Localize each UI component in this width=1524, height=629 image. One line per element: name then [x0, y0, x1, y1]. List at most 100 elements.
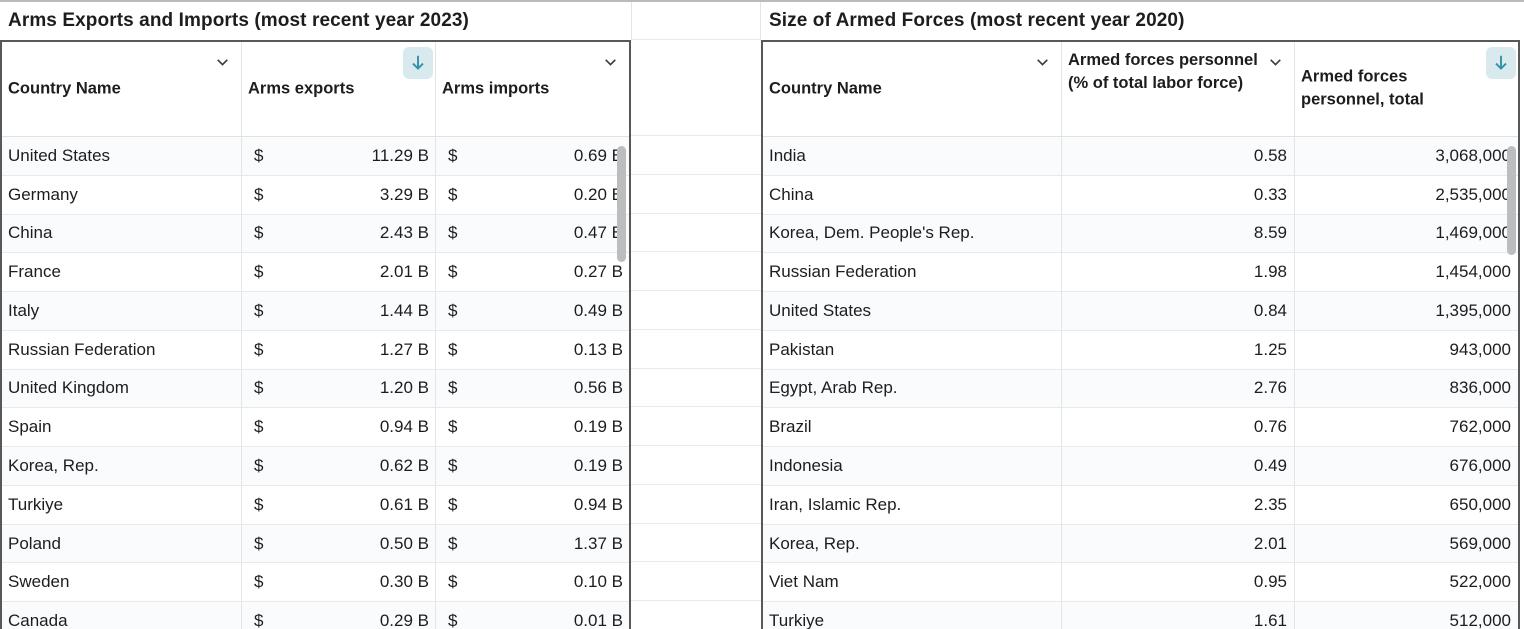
empty-sheet-column[interactable]: [631, 2, 761, 629]
table-cell[interactable]: 650,000: [1449, 494, 1511, 514]
table-cell[interactable]: Russian Federation: [763, 253, 1062, 292]
table-cell[interactable]: $0.47 B: [436, 215, 629, 253]
table-cell[interactable]: $0.30 B: [242, 563, 436, 602]
table-cell[interactable]: $0.10 B: [436, 563, 629, 601]
table-cell[interactable]: Spain: [2, 408, 242, 447]
header-personnel-total[interactable]: Armed forces personnel, total: [1295, 42, 1518, 136]
empty-sheet-cell[interactable]: [631, 368, 761, 408]
scrollbar-thumb[interactable]: [617, 146, 626, 262]
table-cell[interactable]: $0.01 B: [436, 602, 629, 629]
table-cell[interactable]: $3.29 B: [242, 175, 436, 214]
table-cell[interactable]: 2,535,000: [1435, 184, 1511, 204]
table-cell[interactable]: $1.27 B: [242, 330, 436, 369]
table-cell[interactable]: Korea, Dem. People's Rep.: [763, 214, 1062, 253]
table-cell[interactable]: United Kingdom: [2, 369, 242, 408]
chevron-down-icon[interactable]: [1034, 54, 1051, 71]
table-cell[interactable]: Korea, Rep.: [763, 524, 1062, 563]
empty-sheet-cell[interactable]: [631, 329, 761, 369]
table-cell[interactable]: $0.62 B: [242, 447, 436, 485]
table-cell[interactable]: Germany: [2, 175, 242, 214]
table-cell[interactable]: Turkiye: [2, 485, 242, 524]
table-cell[interactable]: $0.19 B: [436, 408, 629, 446]
table-cell[interactable]: Brazil: [763, 408, 1062, 447]
table-cell[interactable]: Egypt, Arab Rep.: [763, 369, 1062, 408]
sort-descending-icon[interactable]: [403, 47, 433, 79]
empty-sheet-cell[interactable]: [631, 174, 761, 214]
table-cell[interactable]: China: [763, 175, 1062, 214]
table-cell[interactable]: 8.59: [1062, 214, 1295, 253]
table-cell[interactable]: 0.84: [1062, 292, 1295, 330]
table-cell[interactable]: Korea, Rep.: [2, 447, 242, 485]
table-cell[interactable]: $0.94 B: [436, 486, 629, 524]
table-cell[interactable]: 2.01: [1062, 524, 1295, 563]
table-cell[interactable]: United States: [2, 137, 242, 175]
table-cell[interactable]: Russian Federation: [2, 330, 242, 369]
table-cell[interactable]: 569,000: [1449, 533, 1511, 553]
empty-sheet-cell[interactable]: [631, 407, 761, 447]
table-cell[interactable]: 1,469,000: [1435, 223, 1511, 243]
header-arms-imports[interactable]: Arms imports: [436, 42, 629, 136]
table-cell[interactable]: Poland: [2, 524, 242, 563]
sort-descending-icon[interactable]: [1486, 47, 1516, 79]
table-cell[interactable]: $0.49 B: [436, 292, 629, 330]
header-personnel-pct[interactable]: Armed forces personnel (% of total labor…: [1062, 42, 1295, 136]
table-cell[interactable]: 3,068,000: [1435, 145, 1511, 165]
table-cell[interactable]: $0.94 B: [242, 408, 436, 447]
empty-sheet-cell[interactable]: [631, 213, 761, 253]
table-cell[interactable]: 1.61: [1062, 602, 1295, 629]
table-cell[interactable]: Viet Nam: [763, 563, 1062, 602]
table-cell[interactable]: $2.43 B: [242, 214, 436, 253]
table-cell[interactable]: $0.19 B: [436, 447, 629, 485]
empty-sheet-cell[interactable]: [631, 40, 761, 136]
table-cell[interactable]: $0.56 B: [436, 370, 629, 408]
table-cell[interactable]: 0.49: [1062, 447, 1295, 485]
header-arms-exports[interactable]: Arms exports: [242, 42, 436, 136]
table-cell[interactable]: $0.20 B: [436, 176, 629, 214]
table-cell[interactable]: 1,395,000: [1435, 300, 1511, 320]
empty-sheet-cell[interactable]: [631, 136, 761, 175]
empty-sheet-cell[interactable]: [631, 523, 761, 563]
table-cell[interactable]: 522,000: [1449, 572, 1511, 592]
empty-sheet-cell[interactable]: [631, 562, 761, 602]
chevron-down-icon[interactable]: [214, 54, 231, 71]
empty-sheet-cell[interactable]: [631, 2, 761, 40]
table-cell[interactable]: 2.76: [1062, 369, 1295, 408]
table-cell[interactable]: $11.29 B: [242, 137, 436, 175]
table-cell[interactable]: 0.76: [1062, 408, 1295, 447]
empty-sheet-cell[interactable]: [631, 601, 761, 629]
table-cell[interactable]: Pakistan: [763, 330, 1062, 369]
table-cell[interactable]: 0.95: [1062, 563, 1295, 602]
table-cell[interactable]: Turkiye: [763, 602, 1062, 629]
table-cell[interactable]: Iran, Islamic Rep.: [763, 485, 1062, 524]
table-cell[interactable]: India: [763, 137, 1062, 175]
table-cell[interactable]: Italy: [2, 292, 242, 330]
table-cell[interactable]: $1.44 B: [242, 292, 436, 330]
table-cell[interactable]: 0.58: [1062, 137, 1295, 175]
table-cell[interactable]: $0.13 B: [436, 331, 629, 369]
scrollbar-thumb[interactable]: [1507, 146, 1516, 255]
header-country-name[interactable]: Country Name: [763, 42, 1062, 136]
header-country-name[interactable]: Country Name: [2, 42, 242, 136]
table-cell[interactable]: $0.27 B: [436, 253, 629, 291]
table-cell[interactable]: $1.37 B: [436, 525, 629, 563]
table-cell[interactable]: 1,454,000: [1435, 262, 1511, 282]
table-cell[interactable]: 762,000: [1449, 417, 1511, 437]
table-cell[interactable]: 0.33: [1062, 175, 1295, 214]
table-cell[interactable]: 1.98: [1062, 253, 1295, 292]
table-cell[interactable]: 943,000: [1449, 339, 1511, 359]
table-cell[interactable]: China: [2, 214, 242, 253]
table-cell[interactable]: United States: [763, 292, 1062, 330]
table-cell[interactable]: $0.29 B: [242, 602, 436, 629]
table-cell[interactable]: Sweden: [2, 563, 242, 602]
chevron-down-icon[interactable]: [602, 54, 619, 71]
empty-sheet-cell[interactable]: [631, 484, 761, 524]
table-cell[interactable]: France: [2, 253, 242, 292]
chevron-down-icon[interactable]: [1267, 54, 1284, 71]
table-cell[interactable]: 836,000: [1449, 378, 1511, 398]
table-cell[interactable]: $0.61 B: [242, 485, 436, 524]
table-cell[interactable]: 512,000: [1449, 611, 1511, 629]
table-cell[interactable]: Canada: [2, 602, 242, 629]
empty-sheet-cell[interactable]: [631, 446, 761, 485]
table-cell[interactable]: $0.69 B: [436, 137, 629, 175]
table-cell[interactable]: $0.50 B: [242, 524, 436, 563]
